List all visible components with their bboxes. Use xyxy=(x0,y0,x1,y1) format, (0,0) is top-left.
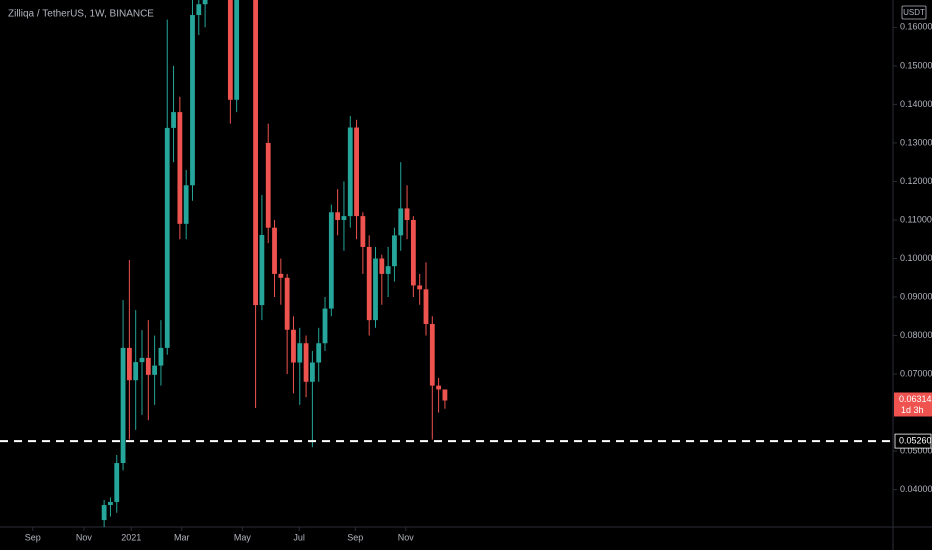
candle-body xyxy=(398,208,404,236)
y-tick-label: 0.11000 xyxy=(900,214,932,224)
candle-body xyxy=(322,308,328,344)
last-price-box xyxy=(894,392,932,417)
support-label-box xyxy=(894,433,932,449)
candle-body xyxy=(385,266,391,274)
candle-body xyxy=(108,501,113,506)
candle-body xyxy=(253,0,258,306)
candle-body xyxy=(297,343,303,363)
candle-body xyxy=(436,385,442,390)
y-tick-label: 0.04000 xyxy=(900,484,932,494)
x-tick-label: 2021 xyxy=(121,532,141,542)
candle-body xyxy=(442,389,448,401)
candle-body xyxy=(360,216,366,247)
candle-body xyxy=(164,127,170,348)
candle-body xyxy=(379,258,385,274)
candle-body xyxy=(284,277,290,330)
currency: USDT xyxy=(903,8,925,17)
x-tick-label: Mar xyxy=(174,532,190,542)
y-tick-label: 0.07000 xyxy=(900,368,932,378)
chart-title: Zilliqa / TetherUS, 1W, BINANCE xyxy=(8,9,154,20)
y-tick-label: 0.15000 xyxy=(900,60,932,70)
x-tick-label: Sep xyxy=(25,532,41,542)
candle-body xyxy=(133,362,139,381)
y-tick-label: 0.16000 xyxy=(900,22,932,32)
candle-body xyxy=(429,323,435,386)
candle-body xyxy=(152,365,158,375)
candle-body xyxy=(335,212,341,220)
candle-body xyxy=(120,347,126,464)
candle-body xyxy=(139,357,145,363)
candle-body xyxy=(177,112,183,224)
x-tick-label: Jul xyxy=(293,532,305,542)
candle-body xyxy=(404,208,410,220)
y-tick-label: 0.08000 xyxy=(900,330,932,340)
x-tick-label: Nov xyxy=(76,532,93,542)
candle-body xyxy=(366,246,372,321)
candle-body xyxy=(126,347,132,381)
candle-body xyxy=(202,0,208,5)
candle-body xyxy=(347,127,353,217)
last-price-label: 0.06314 xyxy=(899,394,932,404)
support-label: 0.05260 xyxy=(899,435,932,445)
candle-body xyxy=(417,285,423,290)
candle-body xyxy=(316,343,322,363)
y-tick-label: 0.05000 xyxy=(900,445,932,455)
candle-body xyxy=(101,505,107,521)
y-tick-label: 0.09000 xyxy=(900,291,932,301)
x-tick-label: Nov xyxy=(398,532,415,542)
candle-body xyxy=(423,289,429,324)
candle-body xyxy=(114,463,120,502)
currency-box xyxy=(901,5,927,20)
x-tick-label: May xyxy=(234,532,252,542)
countdown: 1d 3h xyxy=(901,405,924,415)
candle-body xyxy=(410,219,416,286)
candle-body xyxy=(354,127,359,217)
candle-body xyxy=(303,343,309,382)
candle-body xyxy=(196,4,202,16)
y-tick-label: 0.14000 xyxy=(900,99,932,109)
x-tick-label: Sep xyxy=(347,532,363,542)
y-tick-label: 0.12000 xyxy=(900,176,932,186)
candle-body xyxy=(328,212,334,309)
candle-body xyxy=(190,15,195,186)
candle-body xyxy=(392,235,397,267)
candle-body xyxy=(278,273,284,278)
candle-body xyxy=(265,142,271,228)
candle-body xyxy=(272,227,277,274)
candle-body xyxy=(171,112,176,128)
plot-area xyxy=(101,0,448,527)
candle-body xyxy=(291,329,296,363)
candle-body xyxy=(183,185,189,224)
y-tick-label: 0.10000 xyxy=(900,253,932,263)
candle-body xyxy=(158,347,164,366)
candle-body xyxy=(341,216,347,220)
candle-body xyxy=(145,357,151,375)
candle-body xyxy=(259,234,265,306)
y-tick-label: 0.13000 xyxy=(900,137,932,147)
candle-body xyxy=(234,0,240,100)
candle-body xyxy=(227,0,233,100)
candle-body xyxy=(373,258,378,321)
candle-body xyxy=(309,362,315,382)
